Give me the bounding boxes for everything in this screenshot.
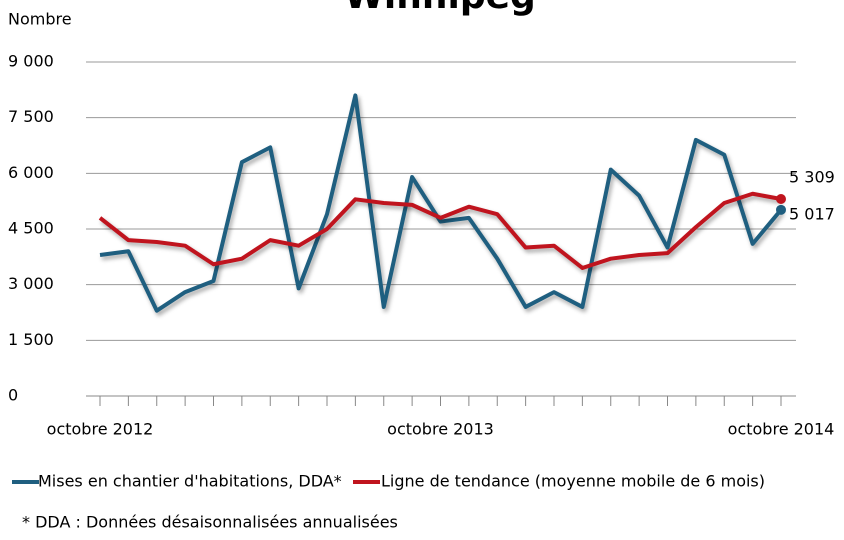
end-point <box>776 193 786 204</box>
value-label: 5 017 <box>789 204 835 223</box>
y-axis-label: Nombre <box>8 10 72 29</box>
chart-title: Winnipeg <box>344 0 536 17</box>
x-tick-label: octobre 2012 <box>47 420 154 439</box>
footnote: * DDA : Données désaisonnalisées annuali… <box>22 513 398 532</box>
y-tick-label: 6 000 <box>8 163 54 182</box>
y-tick-label: 7 500 <box>8 107 54 126</box>
legend-label: Mises en chantier d'habitations, DDA* <box>38 472 342 491</box>
legend-label: Ligne de tendance (moyenne mobile de 6 m… <box>381 472 765 491</box>
x-tick-label: octobre 2013 <box>387 420 494 439</box>
end-point <box>776 204 786 215</box>
x-tick-label: octobre 2014 <box>728 420 835 439</box>
y-tick-label: 4 500 <box>8 219 54 238</box>
series-line <box>99 93 783 313</box>
y-tick-label: 0 <box>8 386 18 405</box>
value-label: 5 309 <box>789 167 835 186</box>
y-tick-label: 9 000 <box>8 52 54 71</box>
y-tick-label: 3 000 <box>8 274 54 293</box>
series-line <box>98 191 782 270</box>
y-tick-label: 1 500 <box>8 330 54 349</box>
